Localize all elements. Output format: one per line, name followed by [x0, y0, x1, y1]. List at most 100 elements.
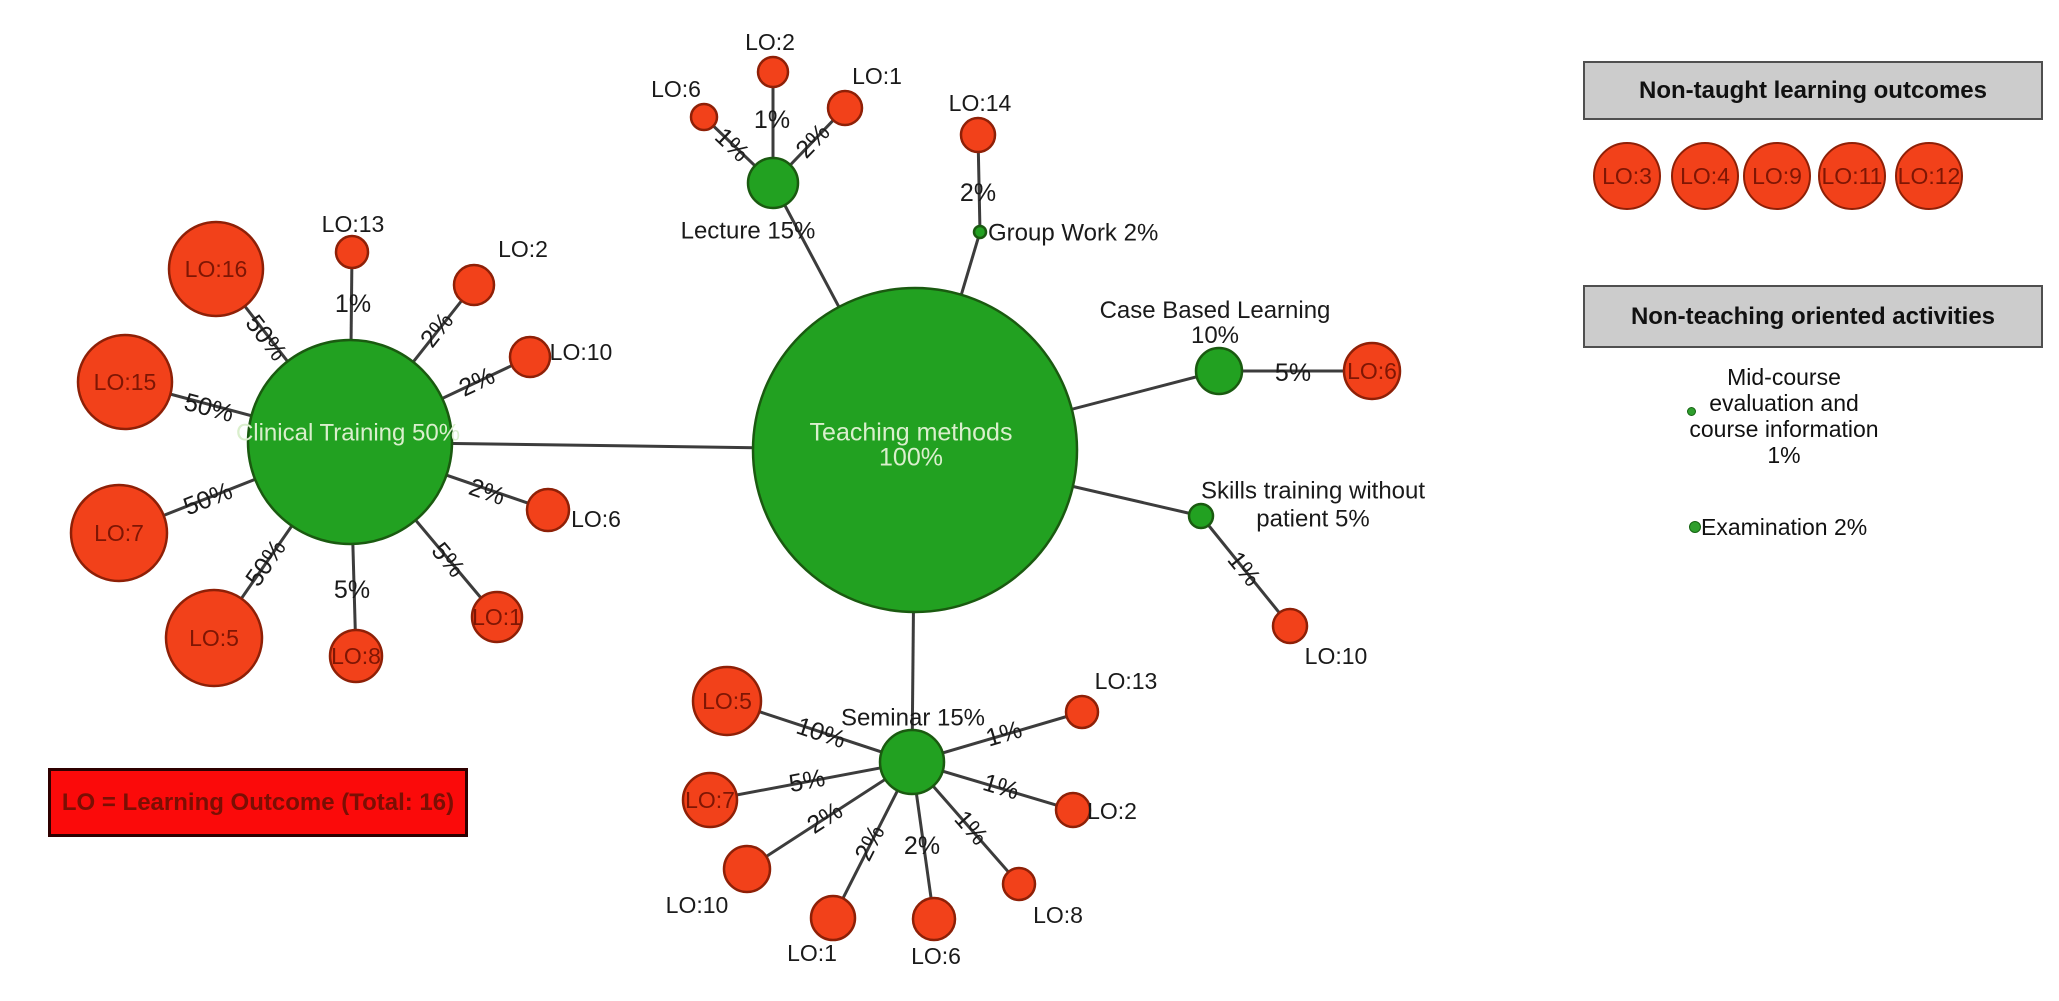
node-label-sem-lo5: LO:5: [702, 688, 752, 714]
node-label-casebased: 10%: [1191, 322, 1239, 349]
edge-label-lecture-lec-lo2: 1%: [754, 106, 790, 134]
edge-label-clinical-cl-lo7: 50%: [180, 477, 237, 521]
node-label-teaching: 100%: [879, 444, 943, 472]
mid-course-activity-label: Mid-course evaluation and course informa…: [1689, 364, 1879, 468]
non-teaching-panel-header: Non-teaching oriented activities: [1583, 285, 2043, 348]
node-label-cl-lo6: LO:6: [571, 506, 621, 532]
edge-label-seminar-sem-lo13: 1%: [983, 715, 1026, 752]
edge-label-clinical-cl-lo5: 50%: [240, 534, 292, 591]
node-label-skills: Skills training without: [1201, 478, 1425, 505]
node-label-lec-lo6: LO:6: [651, 76, 701, 102]
non-taught-outcome-circle: LO:3: [1593, 142, 1661, 210]
node-label-cl-lo15: LO:15: [94, 369, 157, 395]
node-label-cb-lo6: LO:6: [1347, 358, 1397, 384]
legend-box: LO = Learning Outcome (Total: 16): [48, 768, 468, 837]
node-label-clinical: Clinical Training 50%: [236, 420, 460, 447]
node-label-sem-lo10: LO:10: [666, 892, 729, 918]
node-cl-lo6: [525, 487, 571, 533]
edge-label-seminar-sem-lo10: 2%: [802, 796, 848, 839]
non-teaching-panel-title: Non-teaching oriented activities: [1630, 302, 1996, 330]
node-cl-lo13: [334, 234, 370, 270]
node-sem-lo13: [1064, 694, 1100, 730]
node-cl-lo8: [328, 628, 384, 684]
node-label-sem-lo2: LO:2: [1087, 798, 1137, 824]
node-label-sem-lo8: LO:8: [1033, 902, 1083, 928]
node-label-sem-lo1: LO:1: [787, 940, 837, 966]
non-taught-panel-title: Non-taught learning outcomes: [1639, 76, 1987, 104]
node-sem-lo8: [1001, 866, 1037, 902]
node-clinical: [246, 338, 454, 546]
node-skills: [1187, 502, 1215, 530]
node-casebased: [1194, 346, 1244, 396]
node-label-sem-lo13: LO:13: [1095, 668, 1158, 694]
node-label-lecture: Lecture 15%: [681, 218, 816, 245]
node-sem-lo1: [809, 894, 857, 942]
node-cl-lo7: [69, 483, 169, 583]
edge-label-seminar-sem-lo1: 2%: [849, 821, 890, 866]
node-label-lec-lo1: LO:1: [852, 63, 902, 89]
node-label-seminar: Seminar 15%: [841, 705, 985, 732]
examination-activity-label: Examination 2%: [1701, 514, 1868, 540]
node-gw-lo14: [959, 116, 997, 154]
node-seminar: [878, 728, 946, 796]
node-sem-lo7: [681, 771, 739, 829]
non-taught-outcome-circle: LO:9: [1743, 142, 1811, 210]
edge-label-clinical-cl-lo15: 50%: [181, 388, 237, 428]
node-label-cl-lo8: LO:8: [331, 643, 381, 669]
edge-label-clinical-cl-lo6: 2%: [465, 473, 508, 511]
node-lec-lo6: [689, 102, 719, 132]
node-sem-lo10: [722, 844, 772, 894]
node-label-cl-lo1: LO:1: [472, 604, 522, 630]
edge-label-groupwork-gw-lo14: 2%: [960, 179, 996, 207]
node-label-skills: patient 5%: [1256, 506, 1369, 533]
node-lec-lo1: [826, 89, 864, 127]
node-cl-lo5: [164, 588, 264, 688]
non-taught-panel-header: Non-taught learning outcomes: [1583, 61, 2043, 120]
examination-dot: [1689, 521, 1701, 533]
node-label-teaching: Teaching methods: [810, 419, 1013, 447]
edge-label-skills-sk-lo10: 1%: [1222, 546, 1266, 592]
node-lecture: [746, 156, 800, 210]
edge-label-seminar-sem-lo7: 5%: [787, 764, 828, 798]
node-sem-lo5: [691, 665, 763, 737]
non-taught-outcome-circle: LO:4: [1671, 142, 1739, 210]
node-label-sem-lo7: LO:7: [685, 787, 735, 813]
node-label-cl-lo7: LO:7: [94, 520, 144, 546]
node-cl-lo1: [470, 590, 524, 644]
node-lec-lo2: [756, 55, 790, 89]
node-cl-lo10: [508, 335, 552, 379]
edge-label-clinical-cl-lo13: 1%: [335, 290, 371, 318]
edge-label-clinical-cl-lo10: 2%: [455, 362, 500, 403]
node-label-cl-lo5: LO:5: [189, 625, 239, 651]
node-groupwork: [972, 224, 988, 240]
node-cl-lo15: [76, 333, 174, 431]
mid-course-dot: [1687, 407, 1696, 416]
node-teaching: [751, 286, 1079, 614]
edge-label-seminar-sem-lo6: 2%: [904, 832, 940, 860]
node-label-cl-lo13: LO:13: [322, 211, 385, 237]
edge-seminar-sem-lo7: [709, 760, 913, 802]
node-label-cl-lo10: LO:10: [550, 339, 613, 365]
node-cb-lo6: [1342, 341, 1402, 401]
edge-label-casebased-cb-lo6: 5%: [1275, 359, 1311, 387]
node-label-cl-lo2: LO:2: [498, 236, 548, 262]
node-label-cl-lo16: LO:16: [185, 256, 248, 282]
node-label-casebased: Case Based Learning: [1100, 297, 1331, 324]
node-label-sem-lo6: LO:6: [911, 943, 961, 969]
edge-label-seminar-sem-lo2: 1%: [980, 768, 1023, 805]
non-taught-outcome-circle: LO:12: [1895, 142, 1963, 210]
node-label-groupwork: Group Work 2%: [988, 220, 1158, 247]
node-sem-lo6: [911, 896, 957, 942]
edge-label-clinical-cl-lo8: 5%: [334, 576, 370, 604]
non-taught-outcome-circle: LO:11: [1818, 142, 1886, 210]
edge-skills-sk-lo10: [1199, 515, 1292, 627]
node-sem-lo2: [1054, 791, 1092, 829]
node-label-lec-lo2: LO:2: [745, 29, 795, 55]
node-cl-lo2: [452, 263, 496, 307]
legend-text: LO = Learning Outcome (Total: 16): [61, 788, 455, 816]
node-cl-lo16: [167, 220, 265, 318]
node-label-sk-lo10: LO:10: [1305, 643, 1368, 669]
node-sk-lo10: [1271, 607, 1309, 645]
